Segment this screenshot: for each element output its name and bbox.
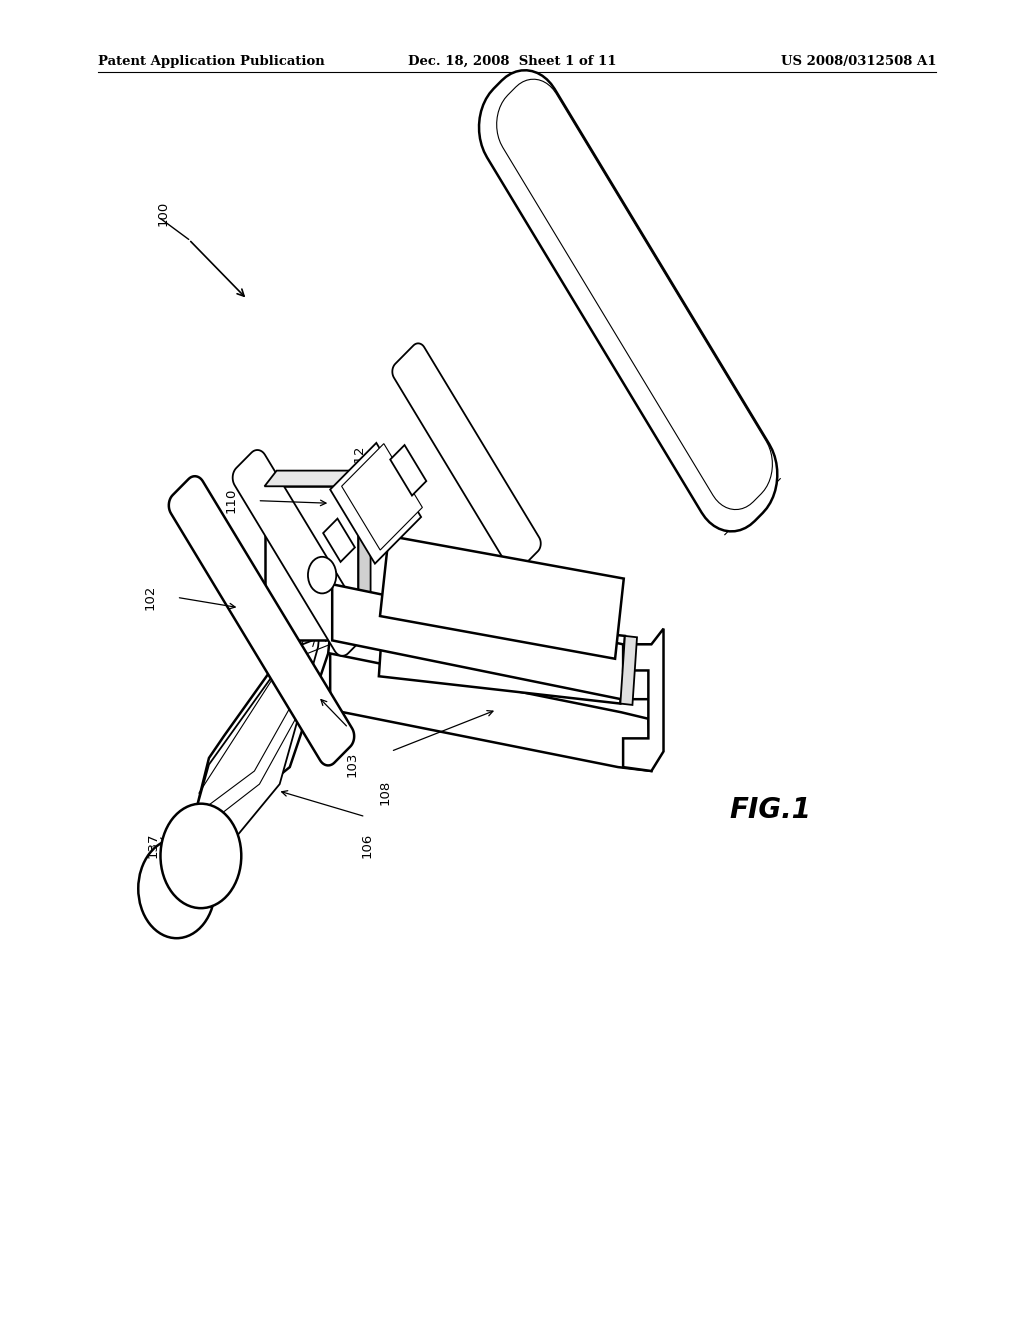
Polygon shape: [332, 585, 651, 700]
Polygon shape: [342, 444, 422, 550]
Text: 100: 100: [157, 201, 169, 226]
Polygon shape: [232, 450, 367, 656]
Polygon shape: [324, 519, 355, 562]
Text: 103: 103: [345, 751, 358, 776]
Polygon shape: [358, 471, 371, 640]
Polygon shape: [177, 623, 321, 882]
Text: 101: 101: [431, 558, 444, 585]
Text: 137: 137: [146, 833, 160, 858]
Text: 106: 106: [360, 833, 374, 858]
Circle shape: [308, 557, 336, 594]
Circle shape: [138, 840, 215, 939]
Polygon shape: [264, 486, 358, 640]
Polygon shape: [479, 70, 777, 532]
Polygon shape: [624, 628, 664, 771]
Text: Patent Application Publication: Patent Application Publication: [98, 55, 325, 69]
Polygon shape: [621, 636, 637, 705]
Text: 110: 110: [224, 488, 238, 513]
Polygon shape: [194, 601, 332, 833]
Polygon shape: [169, 477, 354, 766]
Polygon shape: [379, 609, 625, 704]
Polygon shape: [497, 79, 772, 510]
Polygon shape: [264, 471, 371, 486]
Polygon shape: [330, 444, 421, 564]
Polygon shape: [392, 343, 541, 572]
Text: 112: 112: [352, 445, 366, 470]
Text: FIG.1: FIG.1: [729, 796, 811, 824]
Text: 104: 104: [474, 595, 486, 620]
Text: 108: 108: [379, 780, 391, 805]
Polygon shape: [380, 536, 624, 659]
Polygon shape: [390, 445, 426, 495]
Text: US 2008/0312508 A1: US 2008/0312508 A1: [780, 55, 936, 69]
Text: Dec. 18, 2008  Sheet 1 of 11: Dec. 18, 2008 Sheet 1 of 11: [408, 55, 616, 69]
Text: 102: 102: [143, 585, 157, 610]
Polygon shape: [330, 653, 651, 771]
Circle shape: [161, 804, 242, 908]
